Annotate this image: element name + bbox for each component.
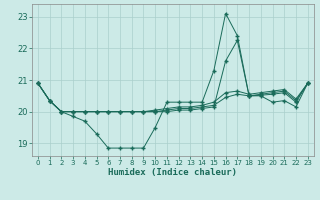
X-axis label: Humidex (Indice chaleur): Humidex (Indice chaleur) xyxy=(108,168,237,177)
